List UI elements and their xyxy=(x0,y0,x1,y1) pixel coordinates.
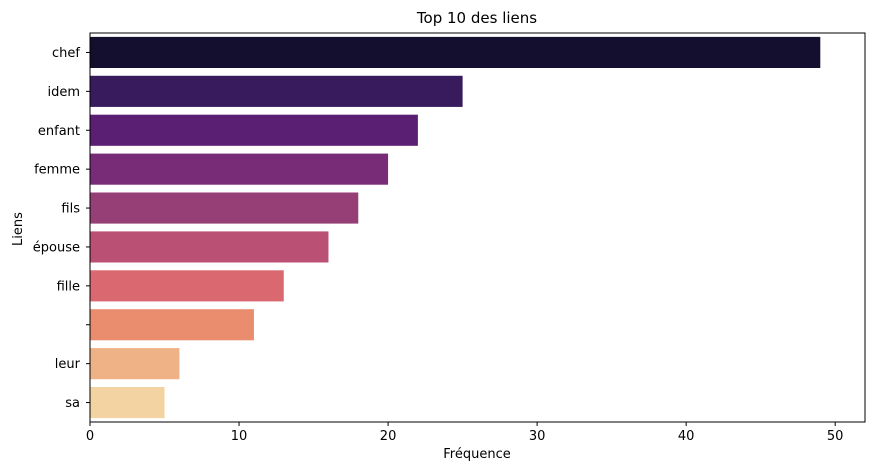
x-tick-label: 10 xyxy=(231,429,248,444)
y-tick-label: fils xyxy=(61,202,80,217)
x-tick-label: 0 xyxy=(86,429,94,444)
bar xyxy=(90,192,359,224)
x-tick-label: 30 xyxy=(529,429,546,444)
bar xyxy=(90,114,418,146)
x-axis-label: Fréquence xyxy=(443,447,510,462)
bar xyxy=(90,231,329,263)
bar xyxy=(90,153,389,185)
bar xyxy=(90,309,254,341)
y-tick-label: femme xyxy=(34,163,80,178)
y-tick-label: idem xyxy=(47,85,80,100)
y-ticks-group: chef idem enfant femme fils épouse fille leur sa xyxy=(33,46,90,411)
y-axis-label: Liens xyxy=(11,212,26,246)
y-tick-label: sa xyxy=(65,396,80,411)
bar xyxy=(90,270,284,302)
x-ticks-group: 0 10 20 30 40 50 xyxy=(86,422,844,444)
y-tick-label: épouse xyxy=(33,240,80,255)
x-tick-label: 20 xyxy=(380,429,397,444)
bars-group xyxy=(90,36,821,419)
bar xyxy=(90,75,463,107)
bar xyxy=(90,386,165,419)
y-tick-label: chef xyxy=(52,46,80,61)
x-tick-label: 50 xyxy=(827,429,844,444)
bar xyxy=(90,348,180,380)
plot-frame xyxy=(89,32,866,423)
bar xyxy=(90,36,821,69)
chart-title: Top 10 des liens xyxy=(416,9,537,27)
x-tick-label: 40 xyxy=(678,429,695,444)
y-tick-label: leur xyxy=(55,357,81,372)
y-tick-label: fille xyxy=(57,279,80,294)
y-tick-label: enfant xyxy=(38,124,80,139)
